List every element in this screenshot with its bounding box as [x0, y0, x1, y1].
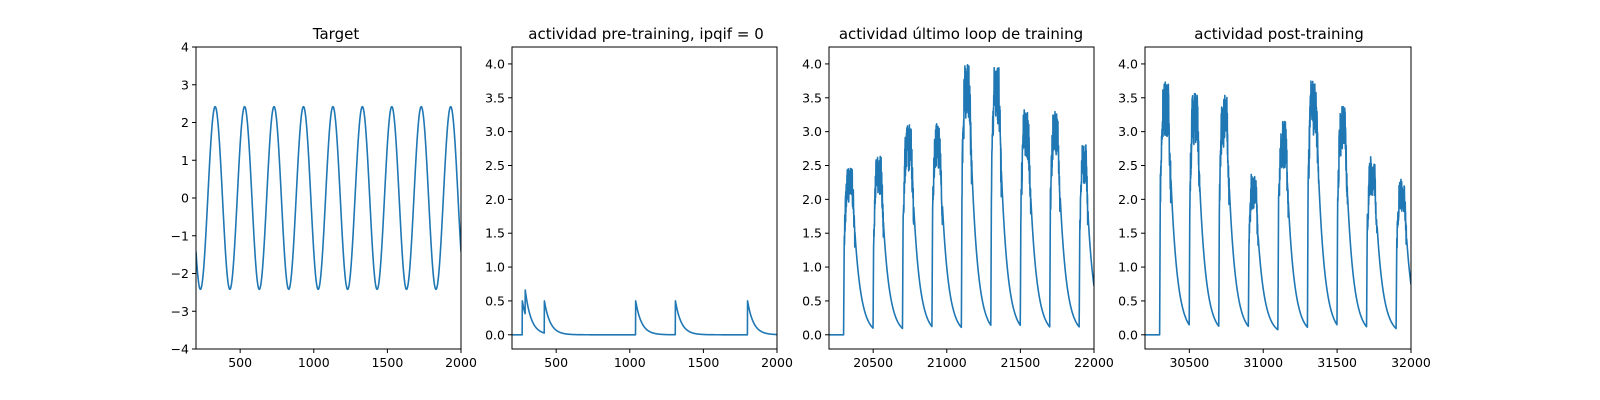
series-layer [512, 289, 777, 336]
y-tick-label: 4 [181, 40, 189, 55]
y-tick-label: 1.0 [802, 260, 822, 275]
y-tick-label: 3.5 [802, 90, 822, 105]
axes-layer: 500 1000 1500 2000 0.0 0.5 1.0 1.5 2.0 2.5 3.0 3.5 4… [485, 46, 793, 370]
y-tick-label: 0.0 [485, 327, 505, 342]
x-tick-label: 2000 [445, 355, 477, 370]
y-tick-label: 4.0 [802, 56, 822, 71]
y-tick-label: −4 [171, 342, 189, 357]
y-tick-label: 0.5 [1118, 293, 1138, 308]
subplot-post-training: actividad post-training 30500 31000 31500 3… [1118, 25, 1431, 370]
y-tick-label: 1.0 [1118, 260, 1138, 275]
axes-frame [1144, 46, 1412, 350]
axes-layer: 500 1000 1500 2000 −4 −3 −2 −1 0 1 2 3 4 [171, 40, 477, 371]
y-tick-label: 0.0 [802, 327, 822, 342]
y-tick-label: 1.5 [1118, 226, 1138, 241]
x-tick-label: 30500 [1169, 355, 1209, 370]
y-tick-label: 3.0 [485, 124, 505, 139]
y-tick-label: 2.0 [1118, 192, 1138, 207]
x-tick-label: 21500 [1001, 355, 1041, 370]
y-tick-label: 1 [181, 153, 189, 168]
x-tick-label: 31500 [1317, 355, 1357, 370]
y-tick-label: 2.5 [802, 158, 822, 173]
series-line [1145, 80, 1411, 336]
x-tick-label: 21000 [927, 355, 967, 370]
y-tick-label: −3 [171, 304, 189, 319]
y-tick-label: 2.0 [485, 192, 505, 207]
subplot-pre-training: actividad pre-training, ipqif = 0 500 100… [485, 25, 793, 370]
y-tick-label: 2 [181, 115, 189, 130]
y-tick-label: 2.0 [802, 192, 822, 207]
y-tick-label: −1 [171, 228, 189, 243]
y-tick-label: 4.0 [485, 56, 505, 71]
subplot-title: actividad post-training [1194, 25, 1363, 43]
series-line [512, 289, 777, 336]
axes-frame [828, 46, 1095, 350]
x-tick-label: 31000 [1243, 355, 1283, 370]
series-line [196, 105, 461, 291]
x-tick-label: 20500 [853, 355, 893, 370]
axes-frame [511, 46, 778, 350]
y-tick-label: 1.5 [802, 226, 822, 241]
y-tick-label: −2 [171, 266, 189, 281]
x-tick-label: 500 [544, 355, 568, 370]
x-tick-label: 1000 [614, 355, 646, 370]
subplot-title: Target [312, 25, 360, 43]
y-tick-label: 0.0 [1118, 327, 1138, 342]
y-tick-label: 0.5 [802, 293, 822, 308]
x-tick-label: 2000 [761, 355, 793, 370]
axes-layer: 30500 31000 31500 32000 0.0 0.5 1.0 1.5 2.0 2.5 3.… [1118, 46, 1431, 370]
subplot-title: actividad pre-training, ipqif = 0 [528, 25, 764, 43]
series-layer [1145, 80, 1411, 336]
y-tick-label: 3 [181, 77, 189, 92]
y-tick-label: 3.0 [802, 124, 822, 139]
y-tick-label: 2.5 [1118, 158, 1138, 173]
axes-layer: 20500 21000 21500 22000 0.0 0.5 1.0 1.5 2.0 2.5 3.… [802, 46, 1114, 370]
y-tick-label: 4.0 [1118, 56, 1138, 71]
x-tick-label: 500 [228, 355, 252, 370]
y-tick-label: 1.5 [485, 226, 505, 241]
y-tick-label: 2.5 [485, 158, 505, 173]
y-tick-label: 3.5 [1118, 90, 1138, 105]
x-tick-label: 1500 [687, 355, 719, 370]
y-tick-label: 0 [181, 191, 189, 206]
y-tick-label: 3.0 [1118, 124, 1138, 139]
x-tick-label: 1500 [371, 355, 403, 370]
series-layer [196, 105, 461, 291]
series-line [829, 63, 1094, 336]
x-tick-label: 32000 [1391, 355, 1431, 370]
x-tick-label: 22000 [1074, 355, 1114, 370]
y-tick-label: 0.5 [485, 293, 505, 308]
subplot-last-training-loop: actividad último loop de training 20500 2… [802, 25, 1114, 370]
y-tick-label: 1.0 [485, 260, 505, 275]
subplot-target: Target 500 1000 1500 2000 −4 −3 −2 −1 0 1 2 3 4 [171, 25, 477, 370]
subplot-title: actividad último loop de training [839, 25, 1083, 43]
x-tick-label: 1000 [298, 355, 330, 370]
series-layer [829, 63, 1094, 336]
y-tick-label: 3.5 [485, 90, 505, 105]
